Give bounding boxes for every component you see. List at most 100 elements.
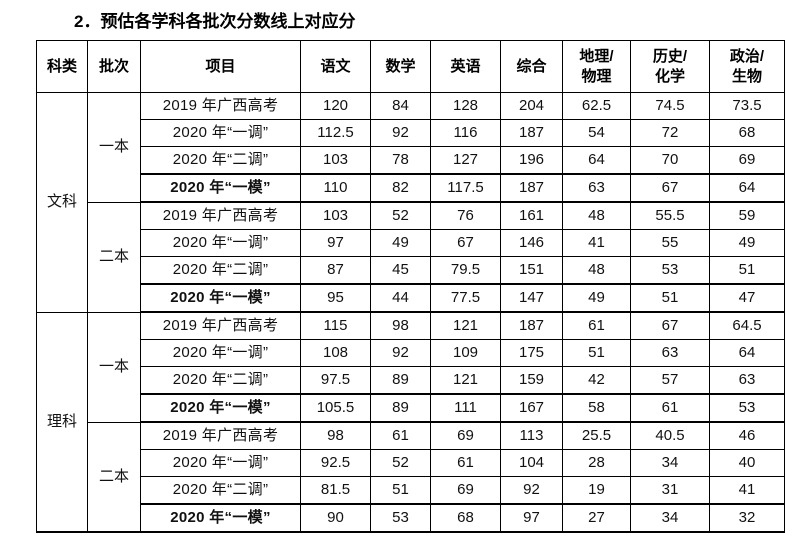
score-cell: 109 <box>430 339 501 367</box>
score-cell: 52 <box>370 449 431 477</box>
score-cell: 92 <box>370 339 431 367</box>
row-label-cell: 2020 年“二调” <box>140 366 301 395</box>
score-cell: 51 <box>630 283 710 313</box>
row-label-cell: 2020 年“一模” <box>140 503 301 533</box>
category-cell: 文科 <box>36 92 88 313</box>
score-cell: 53 <box>630 256 710 285</box>
score-cell: 53 <box>370 503 431 533</box>
row-label-cell: 2020 年“一模” <box>140 393 301 423</box>
row-label-cell: 2020 年“一调” <box>140 339 301 367</box>
score-cell: 204 <box>500 92 563 120</box>
score-cell: 104 <box>500 449 563 477</box>
table-row: 2020 年“一模” 95 44 77.5 147 49 51 47 <box>37 283 785 313</box>
header-comprehensive: 综合 <box>500 40 563 93</box>
row-label-cell: 2019 年广西高考 <box>140 201 301 230</box>
score-cell: 128 <box>430 92 501 120</box>
table-row: 理科 一本 2019 年广西高考 115 98 121 187 61 67 64.5 <box>36 311 785 533</box>
score-cell: 61 <box>630 393 710 423</box>
score-table-body: 文科 一本 2019 年广西高考 120 84 128 204 62.5 74.5 73.5 202… <box>36 92 785 533</box>
score-cell: 103 <box>300 201 371 230</box>
score-cell: 67 <box>630 311 710 340</box>
score-cell: 28 <box>562 449 631 477</box>
header-chinese: 语文 <box>300 40 371 93</box>
score-cell: 58 <box>562 393 631 423</box>
row-label-cell: 2019 年广西高考 <box>140 311 301 340</box>
score-cell: 89 <box>370 366 431 395</box>
score-cell: 63 <box>709 366 785 395</box>
score-cell: 108 <box>300 339 371 367</box>
score-cell: 82 <box>370 173 431 203</box>
score-cell: 64 <box>562 146 631 175</box>
score-cell: 151 <box>500 256 563 285</box>
score-cell: 146 <box>500 229 563 257</box>
score-cell: 121 <box>430 366 501 395</box>
score-cell: 62.5 <box>562 92 631 120</box>
score-cell: 61 <box>562 311 631 340</box>
score-cell: 70 <box>630 146 710 175</box>
score-cell: 31 <box>630 476 710 505</box>
row-label-cell: 2020 年“一调” <box>140 449 301 477</box>
score-cell: 54 <box>562 119 631 147</box>
score-cell: 41 <box>562 229 631 257</box>
score-cell: 110 <box>300 173 371 203</box>
score-cell: 68 <box>430 503 501 533</box>
table-row: 文科 一本 2019 年广西高考 120 84 128 204 62.5 74.5 73.5 <box>36 92 785 313</box>
score-cell: 196 <box>500 146 563 175</box>
table-row: 2020 年“二调” 87 45 79.5 151 48 53 51 <box>37 256 785 285</box>
score-cell: 77.5 <box>430 283 501 313</box>
score-cell: 116 <box>430 119 501 147</box>
row-label-cell: 2020 年“二调” <box>140 256 301 285</box>
score-cell: 63 <box>630 339 710 367</box>
table-row: 2020 年“一调” 97 49 67 146 41 55 49 <box>37 229 785 257</box>
score-cell: 19 <box>562 476 631 505</box>
score-cell: 111 <box>430 393 501 423</box>
score-cell: 147 <box>500 283 563 313</box>
score-cell: 25.5 <box>562 421 631 450</box>
row-label-cell: 2020 年“二调” <box>140 146 301 175</box>
score-cell: 40 <box>709 449 785 477</box>
score-cell: 92 <box>370 119 431 147</box>
score-cell: 97 <box>500 503 563 533</box>
score-cell: 167 <box>500 393 563 423</box>
score-cell: 161 <box>500 201 563 230</box>
score-cell: 42 <box>562 366 631 395</box>
page-title: 2．预估各学科各批次分数线上对应分 <box>74 12 356 31</box>
score-cell: 61 <box>370 421 431 450</box>
score-cell: 74.5 <box>630 92 710 120</box>
header-english: 英语 <box>430 40 501 93</box>
score-cell: 98 <box>370 311 431 340</box>
score-cell: 95 <box>300 283 371 313</box>
row-label-cell: 2020 年“一调” <box>140 119 301 147</box>
score-cell: 72 <box>630 119 710 147</box>
table-row: 2020 年“一模” 90 53 68 97 27 34 32 <box>37 503 785 533</box>
score-cell: 55 <box>630 229 710 257</box>
row-label-cell: 2020 年“一模” <box>140 283 301 313</box>
row-label-cell: 2019 年广西高考 <box>140 92 301 120</box>
score-cell: 59 <box>709 201 785 230</box>
score-cell: 187 <box>500 119 563 147</box>
table-row: 2020 年“二调” 81.5 51 69 92 19 31 41 <box>37 476 785 505</box>
score-cell: 78 <box>370 146 431 175</box>
score-cell: 97.5 <box>300 366 371 395</box>
score-cell: 32 <box>709 503 785 533</box>
score-cell: 175 <box>500 339 563 367</box>
score-cell: 103 <box>300 146 371 175</box>
score-cell: 97 <box>300 229 371 257</box>
header-politics-biology: 政治/ 生物 <box>709 40 785 93</box>
score-cell: 53 <box>709 393 785 423</box>
score-cell: 48 <box>562 201 631 230</box>
score-cell: 90 <box>300 503 371 533</box>
score-cell: 41 <box>709 476 785 505</box>
score-cell: 64 <box>709 173 785 203</box>
batch-cell: 二本 <box>87 421 141 533</box>
header-history-chemistry: 历史/ 化学 <box>630 40 710 93</box>
score-cell: 92.5 <box>300 449 371 477</box>
score-cell: 34 <box>630 503 710 533</box>
score-cell: 67 <box>630 173 710 203</box>
score-cell: 64 <box>709 339 785 367</box>
header-category: 科类 <box>36 40 88 93</box>
score-cell: 64.5 <box>709 311 785 340</box>
header-item: 项目 <box>140 40 301 93</box>
score-cell: 81.5 <box>300 476 371 505</box>
score-cell: 44 <box>370 283 431 313</box>
